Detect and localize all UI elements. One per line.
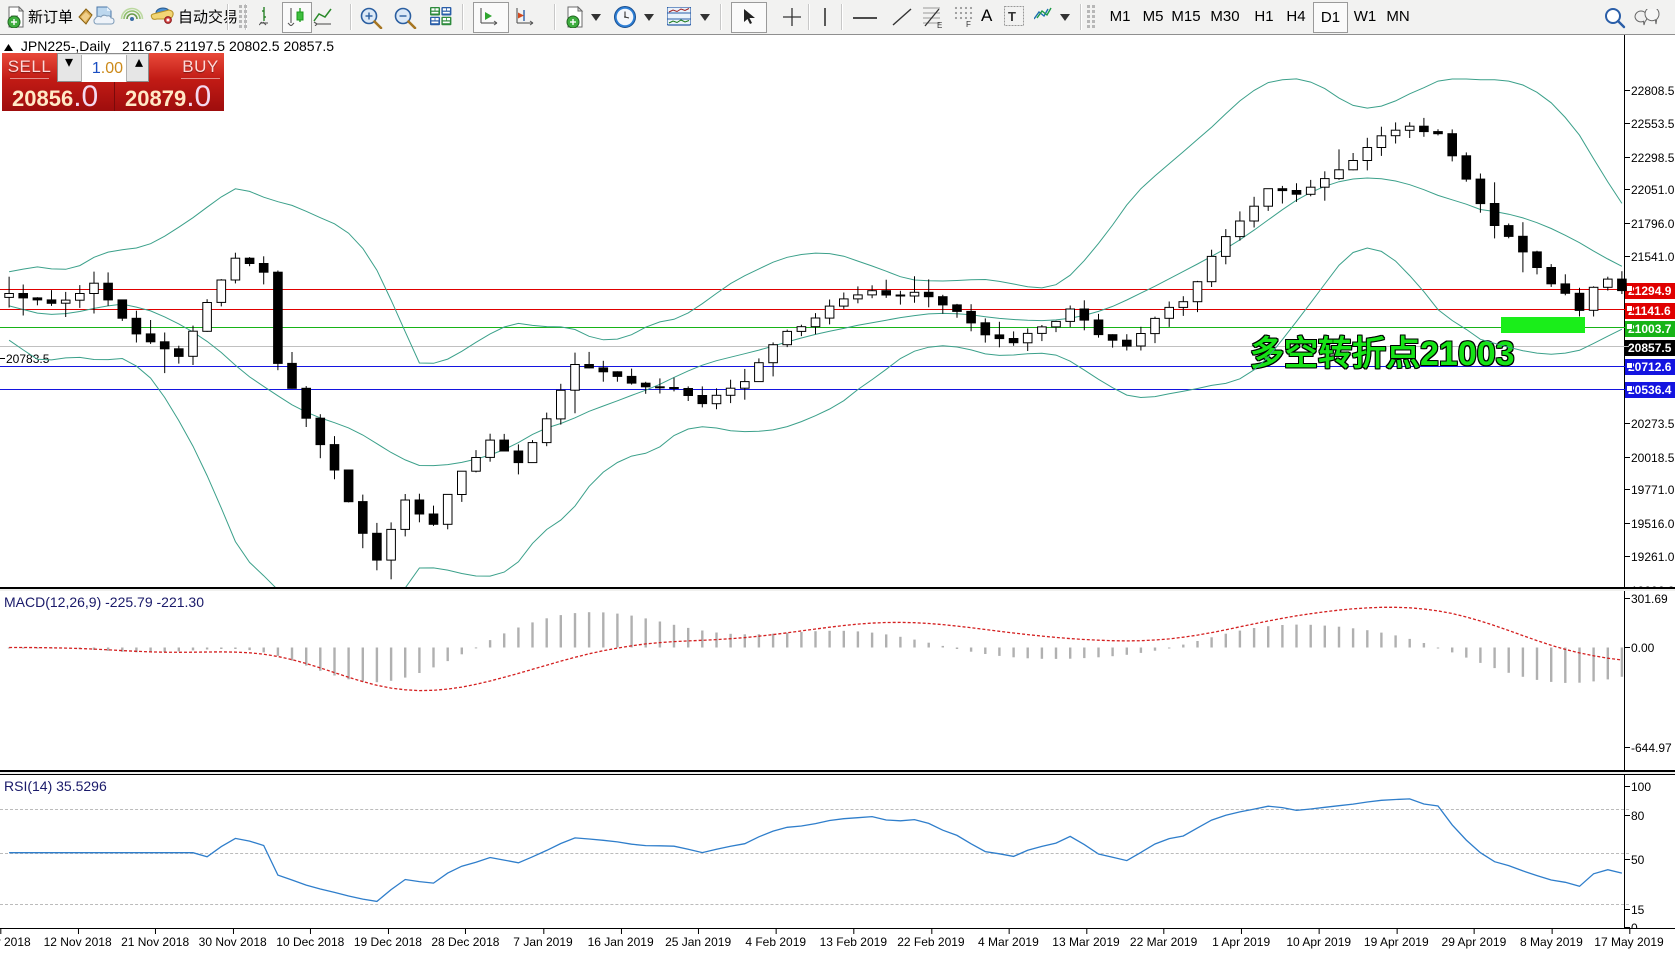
svg-text:F: F [966, 20, 971, 28]
svg-text:E: E [937, 21, 942, 29]
svg-text:T: T [1008, 9, 1016, 24]
